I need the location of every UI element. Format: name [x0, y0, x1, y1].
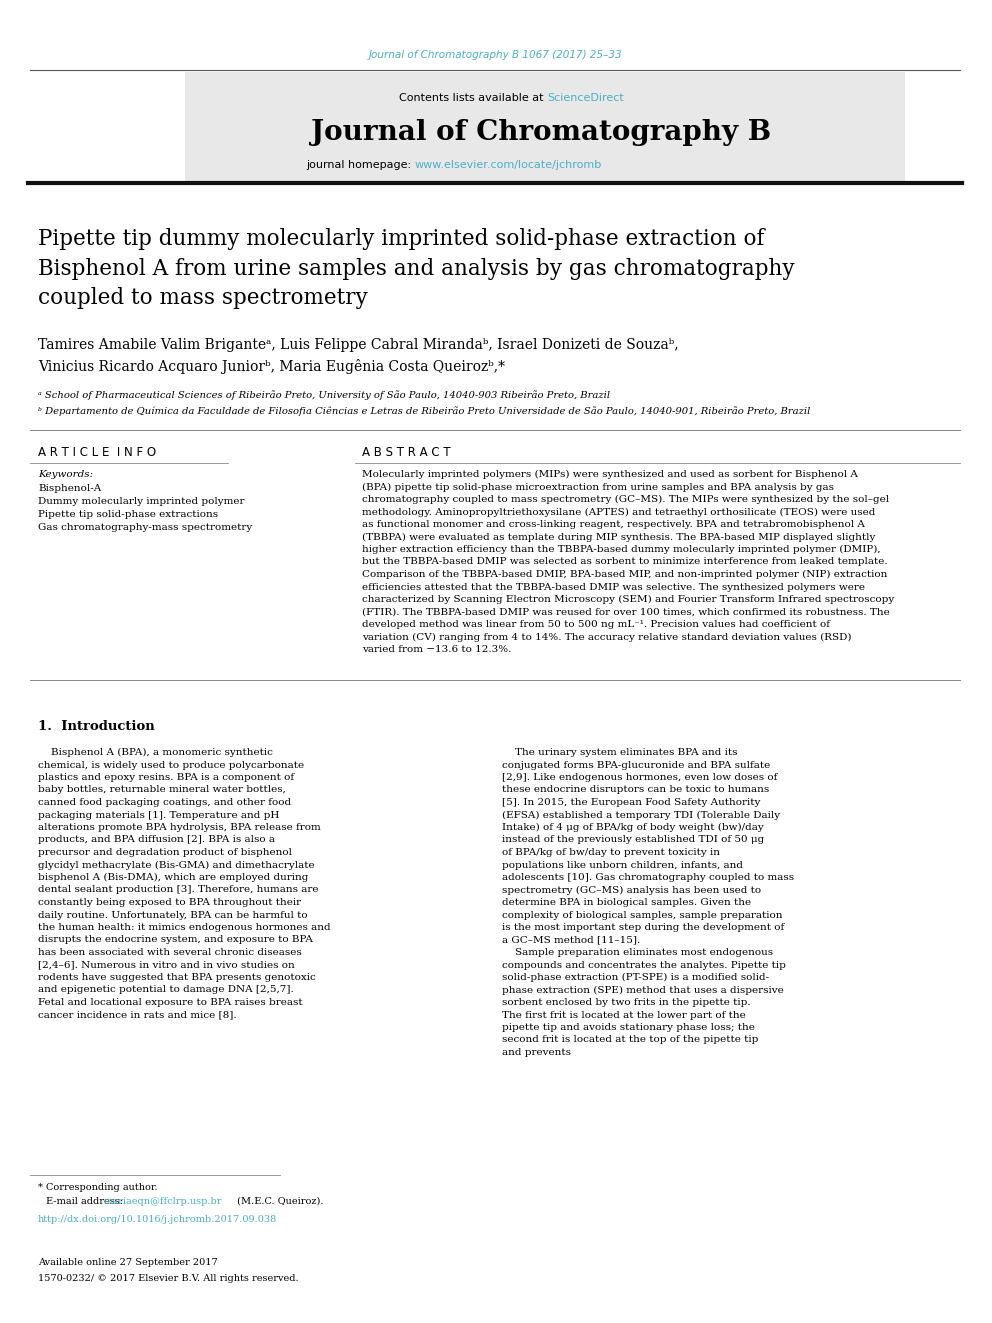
- Text: mariaeqn@ffclrp.usp.br: mariaeqn@ffclrp.usp.br: [104, 1197, 222, 1207]
- Text: spectrometry (GC–MS) analysis has been used to: spectrometry (GC–MS) analysis has been u…: [502, 885, 761, 894]
- Text: canned food packaging coatings, and other food: canned food packaging coatings, and othe…: [38, 798, 291, 807]
- Text: The first frit is located at the lower part of the: The first frit is located at the lower p…: [502, 1011, 746, 1020]
- Text: varied from −13.6 to 12.3%.: varied from −13.6 to 12.3%.: [362, 646, 511, 654]
- Text: 1.  Introduction: 1. Introduction: [38, 720, 155, 733]
- Text: and prevents: and prevents: [502, 1048, 571, 1057]
- Text: Keywords:: Keywords:: [38, 470, 93, 479]
- Text: (FTIR). The TBBPA-based DMIP was reused for over 100 times, which confirmed its : (FTIR). The TBBPA-based DMIP was reused …: [362, 607, 890, 617]
- Text: chemical, is widely used to produce polycarbonate: chemical, is widely used to produce poly…: [38, 761, 305, 770]
- Text: is the most important step during the development of: is the most important step during the de…: [502, 923, 785, 931]
- Text: daily routine. Unfortunately, BPA can be harmful to: daily routine. Unfortunately, BPA can be…: [38, 910, 308, 919]
- Text: cancer incidence in rats and mice [8].: cancer incidence in rats and mice [8].: [38, 1011, 237, 1020]
- Text: efficiencies attested that the TBBPA-based DMIP was selective. The synthesized p: efficiencies attested that the TBBPA-bas…: [362, 582, 865, 591]
- Text: E-mail address:: E-mail address:: [46, 1197, 126, 1207]
- Text: higher extraction efficiency than the TBBPA-based dummy molecularly imprinted po: higher extraction efficiency than the TB…: [362, 545, 881, 554]
- Text: methodology. Aminopropyltriethoxysilane (APTES) and tetraethyl orthosilicate (TE: methodology. Aminopropyltriethoxysilane …: [362, 508, 875, 516]
- Text: conjugated forms BPA-glucuronide and BPA sulfate: conjugated forms BPA-glucuronide and BPA…: [502, 761, 770, 770]
- Text: dental sealant production [3]. Therefore, humans are: dental sealant production [3]. Therefore…: [38, 885, 318, 894]
- Text: Comparison of the TBBPA-based DMIP, BPA-based MIP, and non-imprinted polymer (NI: Comparison of the TBBPA-based DMIP, BPA-…: [362, 570, 888, 579]
- Text: (M.E.C. Queiroz).: (M.E.C. Queiroz).: [234, 1197, 323, 1207]
- Text: The urinary system eliminates BPA and its: The urinary system eliminates BPA and it…: [502, 747, 737, 757]
- Text: Sample preparation eliminates most endogenous: Sample preparation eliminates most endog…: [502, 949, 773, 957]
- Text: ᵇ Departamento de Química da Faculdade de Filosofia Ciências e Letras de Ribeirã: ᵇ Departamento de Química da Faculdade d…: [38, 406, 810, 415]
- FancyBboxPatch shape: [185, 71, 905, 183]
- Text: [2,9]. Like endogenous hormones, even low doses of: [2,9]. Like endogenous hormones, even lo…: [502, 773, 778, 782]
- Text: Journal of Chromatography B 1067 (2017) 25–33: Journal of Chromatography B 1067 (2017) …: [369, 50, 623, 60]
- Text: journal homepage:: journal homepage:: [307, 160, 415, 169]
- Text: baby bottles, returnable mineral water bottles,: baby bottles, returnable mineral water b…: [38, 786, 286, 795]
- Text: complexity of biological samples, sample preparation: complexity of biological samples, sample…: [502, 910, 783, 919]
- Text: (TBBPA) were evaluated as template during MIP synthesis. The BPA-based MIP displ: (TBBPA) were evaluated as template durin…: [362, 532, 875, 541]
- Text: http://dx.doi.org/10.1016/j.jchromb.2017.09.038: http://dx.doi.org/10.1016/j.jchromb.2017…: [38, 1215, 277, 1224]
- Text: but the TBBPA-based DMIP was selected as sorbent to minimize interference from l: but the TBBPA-based DMIP was selected as…: [362, 557, 888, 566]
- Text: Dummy molecularly imprinted polymer: Dummy molecularly imprinted polymer: [38, 497, 244, 505]
- Text: (EFSA) established a temporary TDI (Tolerable Daily: (EFSA) established a temporary TDI (Tole…: [502, 811, 780, 820]
- Text: a GC–MS method [11–15].: a GC–MS method [11–15].: [502, 935, 640, 945]
- Text: disrupts the endocrine system, and exposure to BPA: disrupts the endocrine system, and expos…: [38, 935, 312, 945]
- Text: glycidyl methacrylate (Bis-GMA) and dimethacrylate: glycidyl methacrylate (Bis-GMA) and dime…: [38, 860, 314, 869]
- Text: Available online 27 September 2017: Available online 27 September 2017: [38, 1258, 218, 1267]
- Text: and epigenetic potential to damage DNA [2,5,7].: and epigenetic potential to damage DNA […: [38, 986, 294, 995]
- Text: of BPA/kg of bw/day to prevent toxicity in: of BPA/kg of bw/day to prevent toxicity …: [502, 848, 720, 857]
- Text: Fetal and locational exposure to BPA raises breast: Fetal and locational exposure to BPA rai…: [38, 998, 303, 1007]
- Text: instead of the previously established TDI of 50 μg: instead of the previously established TD…: [502, 836, 764, 844]
- Text: bisphenol A (Bis-DMA), which are employed during: bisphenol A (Bis-DMA), which are employe…: [38, 873, 309, 882]
- Text: Pipette tip dummy molecularly imprinted solid-phase extraction of
Bisphenol A fr: Pipette tip dummy molecularly imprinted …: [38, 228, 795, 310]
- Text: Bisphenol-A: Bisphenol-A: [38, 484, 101, 493]
- Text: as functional monomer and cross-linking reagent, respectively. BPA and tetrabrom: as functional monomer and cross-linking …: [362, 520, 865, 529]
- Text: Journal of Chromatography B: Journal of Chromatography B: [310, 119, 771, 147]
- Text: constantly being exposed to BPA throughout their: constantly being exposed to BPA througho…: [38, 898, 302, 908]
- Text: Pipette tip solid-phase extractions: Pipette tip solid-phase extractions: [38, 509, 218, 519]
- Text: * Corresponding author.: * Corresponding author.: [38, 1183, 158, 1192]
- Text: Bisphenol A (BPA), a monomeric synthetic: Bisphenol A (BPA), a monomeric synthetic: [38, 747, 273, 757]
- Text: solid-phase extraction (PT-SPE) is a modified solid-: solid-phase extraction (PT-SPE) is a mod…: [502, 972, 769, 982]
- Text: determine BPA in biological samples. Given the: determine BPA in biological samples. Giv…: [502, 898, 751, 908]
- Text: sorbent enclosed by two frits in the pipette tip.: sorbent enclosed by two frits in the pip…: [502, 998, 751, 1007]
- Text: Tamires Amabile Valim Briganteᵃ, Luis Felippe Cabral Mirandaᵇ, Israel Donizeti d: Tamires Amabile Valim Briganteᵃ, Luis Fe…: [38, 337, 679, 374]
- Text: rodents have suggested that BPA presents genotoxic: rodents have suggested that BPA presents…: [38, 972, 315, 982]
- Text: products, and BPA diffusion [2]. BPA is also a: products, and BPA diffusion [2]. BPA is …: [38, 836, 275, 844]
- Text: packaging materials [1]. Temperature and pH: packaging materials [1]. Temperature and…: [38, 811, 280, 819]
- Text: these endocrine disruptors can be toxic to humans: these endocrine disruptors can be toxic …: [502, 786, 769, 795]
- Text: chromatography coupled to mass spectrometry (GC–MS). The MIPs were synthesized b: chromatography coupled to mass spectrome…: [362, 495, 889, 504]
- Text: characterized by Scanning Electron Microscopy (SEM) and Fourier Transform Infrar: characterized by Scanning Electron Micro…: [362, 595, 894, 605]
- Text: Molecularly imprinted polymers (MIPs) were synthesized and used as sorbent for B: Molecularly imprinted polymers (MIPs) we…: [362, 470, 858, 479]
- Text: adolescents [10]. Gas chromatography coupled to mass: adolescents [10]. Gas chromatography cou…: [502, 873, 795, 882]
- Text: has been associated with several chronic diseases: has been associated with several chronic…: [38, 949, 302, 957]
- Text: compounds and concentrates the analytes. Pipette tip: compounds and concentrates the analytes.…: [502, 960, 786, 970]
- Text: alterations promote BPA hydrolysis, BPA release from: alterations promote BPA hydrolysis, BPA …: [38, 823, 320, 832]
- Text: the human health: it mimics endogenous hormones and: the human health: it mimics endogenous h…: [38, 923, 330, 931]
- Text: (BPA) pipette tip solid-phase microextraction from urine samples and BPA analysi: (BPA) pipette tip solid-phase microextra…: [362, 483, 834, 492]
- Text: second frit is located at the top of the pipette tip: second frit is located at the top of the…: [502, 1036, 758, 1044]
- Text: 1570-0232/ © 2017 Elsevier B.V. All rights reserved.: 1570-0232/ © 2017 Elsevier B.V. All righ…: [38, 1274, 299, 1283]
- Text: [2,4–6]. Numerous in vitro and in vivo studies on: [2,4–6]. Numerous in vitro and in vivo s…: [38, 960, 295, 970]
- Text: plastics and epoxy resins. BPA is a component of: plastics and epoxy resins. BPA is a comp…: [38, 773, 294, 782]
- Text: developed method was linear from 50 to 500 ng mL⁻¹. Precision values had coeffic: developed method was linear from 50 to 5…: [362, 620, 830, 628]
- Text: ScienceDirect: ScienceDirect: [547, 93, 624, 103]
- Text: phase extraction (SPE) method that uses a dispersive: phase extraction (SPE) method that uses …: [502, 986, 784, 995]
- Text: pipette tip and avoids stationary phase loss; the: pipette tip and avoids stationary phase …: [502, 1023, 755, 1032]
- Text: Intake) of 4 μg of BPA/kg of body weight (bw)/day: Intake) of 4 μg of BPA/kg of body weight…: [502, 823, 764, 832]
- Text: precursor and degradation product of bisphenol: precursor and degradation product of bis…: [38, 848, 292, 857]
- Text: ᵃ School of Pharmaceutical Sciences of Ribeirão Preto, University of São Paulo, : ᵃ School of Pharmaceutical Sciences of R…: [38, 390, 610, 400]
- Text: A B S T R A C T: A B S T R A C T: [362, 446, 450, 459]
- Text: Contents lists available at: Contents lists available at: [399, 93, 547, 103]
- Text: [5]. In 2015, the European Food Safety Authority: [5]. In 2015, the European Food Safety A…: [502, 798, 761, 807]
- Text: populations like unborn children, infants, and: populations like unborn children, infant…: [502, 860, 743, 869]
- Text: www.elsevier.com/locate/jchromb: www.elsevier.com/locate/jchromb: [415, 160, 602, 169]
- Text: variation (CV) ranging from 4 to 14%. The accuracy relative standard deviation v: variation (CV) ranging from 4 to 14%. Th…: [362, 632, 851, 642]
- Text: Gas chromatography-mass spectrometry: Gas chromatography-mass spectrometry: [38, 523, 252, 532]
- Text: A R T I C L E  I N F O: A R T I C L E I N F O: [38, 446, 156, 459]
